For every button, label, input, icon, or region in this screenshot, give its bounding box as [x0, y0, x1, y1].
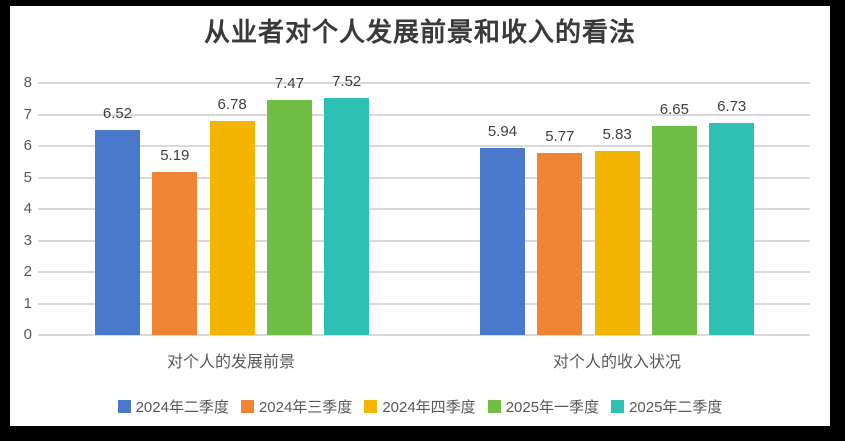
legend-item: 2024年三季度 — [240, 396, 353, 417]
legend-label: 2025年二季度 — [629, 399, 723, 416]
y-axis-tick-label: 1 — [23, 294, 32, 312]
y-axis-tick-label: 2 — [23, 263, 32, 280]
y-axis-tick-label: 8 — [23, 74, 32, 91]
gridline — [38, 145, 810, 147]
bar — [95, 129, 140, 335]
y-axis-tick-label: 0 — [23, 326, 32, 343]
y-axis-tick-label: 5 — [23, 168, 32, 186]
gridline — [38, 176, 810, 179]
legend-item: 2024年四季度 — [364, 396, 476, 417]
gridline — [38, 334, 810, 336]
plot-area: 0 1 2 3 4 5 6 7 8 6.52 5.94 5.19 5.77 6.78 5.83 7.47 6.6… — [24, 73, 810, 343]
bar — [709, 123, 755, 335]
gridline — [38, 271, 810, 273]
bar-value-label: 5.83 — [602, 126, 632, 144]
legend-swatch — [117, 400, 131, 413]
legend-item: 2025年二季度 — [611, 396, 722, 417]
x-axis-category-label: 对个人的收入状况 — [552, 354, 681, 371]
legend-label: 2024年二季度 — [135, 399, 229, 416]
legend-swatch — [487, 400, 501, 413]
bar — [266, 99, 312, 335]
bar — [480, 147, 525, 335]
legend-label: 2025年一季度 — [505, 399, 600, 416]
x-axis-category-row: 对个人的发展前景 对个人的收入状况 — [38, 348, 810, 372]
bar-value-label: 6.78 — [217, 96, 247, 114]
legend-swatch — [364, 400, 378, 413]
chart-legend: 2024年二季度 2024年三季度 2024年四季度 2025年一季度 2025年二季度 — [10, 396, 830, 417]
bar — [152, 171, 198, 335]
gridline — [38, 208, 810, 210]
y-axis-tick-label: 6 — [23, 137, 32, 154]
bar — [594, 151, 640, 335]
bar — [537, 153, 583, 335]
bar — [324, 98, 370, 335]
bar-value-label: 6.52 — [102, 104, 133, 122]
bar — [209, 121, 255, 335]
bar-value-label: 6.73 — [717, 98, 747, 116]
chart-panel: 从业者对个人发展前景和收入的看法 0 1 2 3 4 5 6 7 8 6.52 5.94 5.19 5.… — [10, 6, 830, 426]
bar-value-label: 6.65 — [659, 100, 689, 118]
legend-swatch — [611, 400, 625, 413]
x-axis-category-label: 对个人的发展前景 — [166, 354, 295, 371]
legend-item: 2024年二季度 — [117, 396, 229, 417]
legend-label: 2024年四季度 — [382, 399, 476, 416]
y-axis-tick-label: 7 — [23, 105, 32, 123]
bar-value-label: 5.19 — [160, 146, 190, 164]
bar-value-label: 7.52 — [332, 73, 362, 91]
gridline — [38, 113, 810, 116]
y-axis-tick-label: 3 — [23, 231, 32, 249]
gridline — [38, 239, 810, 242]
chart-title: 从业者对个人发展前景和收入的看法 — [203, 17, 636, 47]
gridline — [38, 302, 810, 305]
bar-value-label: 7.47 — [274, 74, 304, 92]
legend-item: 2025年一季度 — [487, 396, 600, 417]
bar-value-label: 5.77 — [545, 128, 575, 146]
bar-value-label: 5.94 — [487, 122, 518, 140]
y-axis-tick-label: 4 — [23, 200, 32, 217]
legend-label: 2024年三季度 — [258, 399, 353, 416]
legend-swatch — [240, 400, 254, 413]
bar — [651, 125, 697, 335]
gridline — [38, 82, 810, 84]
